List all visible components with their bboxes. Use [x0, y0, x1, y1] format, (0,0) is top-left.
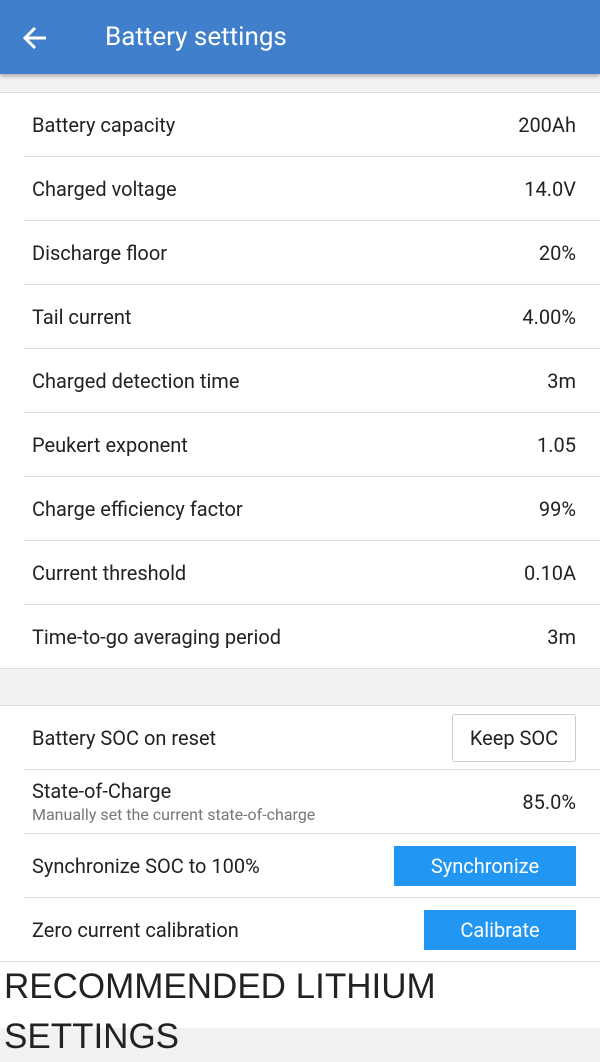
row: Synchronize SOC to 100% Synchronize	[24, 834, 600, 898]
setting-row[interactable]: Charged detection time 3m	[24, 349, 600, 413]
setting-value: 3m	[547, 624, 576, 649]
setting-label: Charged detection time	[32, 368, 240, 393]
setting-label: Peukert exponent	[32, 432, 188, 457]
caption: RECOMMENDED LITHIUM SETTINGS	[0, 962, 600, 1056]
label: Zero current calibration	[32, 917, 239, 942]
label: Synchronize SOC to 100%	[32, 853, 260, 878]
setting-row[interactable]: Discharge floor 20%	[24, 221, 600, 285]
keep-soc-button[interactable]: Keep SOC	[452, 713, 576, 762]
setting-value: 0.10A	[523, 560, 576, 585]
value: 85.0%	[522, 789, 576, 814]
setting-value: 3m	[547, 368, 576, 393]
row: Zero current calibration Calibrate	[24, 898, 600, 961]
row: Battery SOC on reset Keep SOC	[24, 706, 600, 770]
setting-label: Tail current	[32, 304, 132, 329]
setting-row[interactable]: Time-to-go averaging period 3m	[24, 605, 600, 668]
setting-value: 4.00%	[522, 304, 576, 329]
setting-value: 1.05	[537, 432, 576, 457]
row[interactable]: State-of-Charge Manually set the current…	[24, 770, 600, 834]
title: Battery settings	[105, 22, 287, 52]
setting-row[interactable]: Charge efficiency factor 99%	[24, 477, 600, 541]
setting-value: 14.0V	[524, 176, 576, 201]
setting-value: 99%	[538, 496, 576, 521]
setting-label: Charge efficiency factor	[32, 496, 243, 521]
setting-label: Current threshold	[32, 560, 187, 585]
setting-label: Time-to-go averaging period	[32, 624, 282, 649]
actions-list: Battery SOC on reset Keep SOC State-of-C…	[0, 705, 600, 962]
synchronize-button[interactable]: Synchronize	[394, 845, 576, 886]
setting-row[interactable]: Tail current 4.00%	[24, 285, 600, 349]
setting-value: 20%	[538, 240, 576, 265]
calibrate-button[interactable]: Calibrate	[424, 909, 576, 950]
app-bar: Battery settings	[0, 0, 600, 74]
setting-label: Battery capacity	[32, 112, 176, 137]
label: State-of-Charge	[32, 779, 172, 803]
setting-label: Charged voltage	[32, 176, 177, 201]
settings-list: Battery capacity 200Ah Charged voltage 14.0…	[0, 92, 600, 669]
setting-row[interactable]: Battery capacity 200Ah	[24, 93, 600, 157]
label: Battery SOC on reset	[32, 725, 217, 750]
setting-row[interactable]: Charged voltage 14.0V	[24, 157, 600, 221]
setting-row[interactable]: Current threshold 0.10A	[24, 541, 600, 605]
hint: Manually set the current state-of-charge	[32, 805, 316, 824]
setting-value: 200Ah	[518, 112, 576, 137]
back-button[interactable]	[22, 25, 48, 51]
setting-label: Discharge floor	[32, 240, 168, 265]
setting-row[interactable]: Peukert exponent 1.05	[24, 413, 600, 477]
